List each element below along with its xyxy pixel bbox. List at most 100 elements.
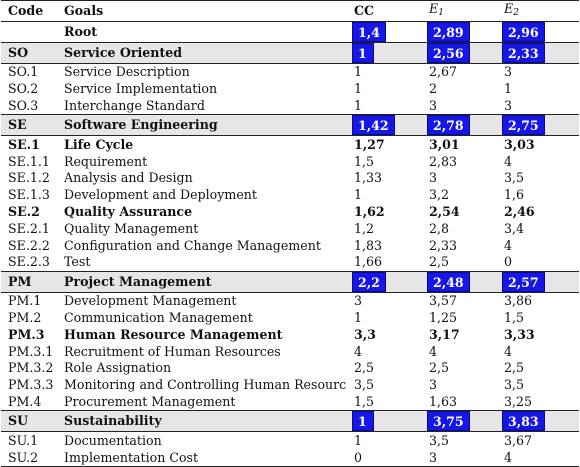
e2-cell: 2,57 [497, 270, 579, 293]
goal-cell: Service Implementation [64, 81, 218, 97]
cc-cell: 1 [354, 432, 363, 448]
table-row: PM.3.3 Monitoring and Controlling Human R… [1, 377, 579, 394]
goal-cell: Role Assignation [64, 360, 172, 376]
header-e2-base: E [504, 1, 514, 17]
e1-cell: 2,33 [429, 237, 458, 253]
code-cell: SU [1, 410, 57, 433]
header-cc: CC [347, 0, 422, 22]
table-row: SE.1.3 Development and Deployment 1 3,2 1,6 [1, 187, 579, 204]
e2-cell: 3,4 [504, 220, 525, 236]
goal-cell: Software Engineering [57, 114, 347, 137]
section-row: PM Project Management 2,2 2,48 2,57 [1, 270, 579, 293]
cc-cell: 4 [354, 343, 363, 359]
cc-cell: 1,2 [354, 220, 375, 236]
cc-cell: 1,33 [354, 170, 383, 186]
highlight-value-box: 3,75 [427, 411, 470, 431]
e1-cell: 2,48 [422, 270, 497, 293]
section-row: SO Service Oriented 1 2,56 2,33 [1, 42, 579, 64]
e1-cell: 3 [422, 449, 497, 467]
cc-cell: 1,27 [354, 136, 385, 152]
goal-cell: Communication Management [64, 309, 253, 325]
e2-cell: 3,33 [504, 326, 535, 342]
e1-cell: 2,89 [422, 22, 497, 43]
table-row: SE.1.2 Analysis and Design 1,33 3 3,5 [1, 170, 579, 187]
cc-cell: 1 [354, 309, 363, 325]
e1-cell: 2,67 [429, 64, 458, 80]
goal-cell: Quality Management [64, 220, 199, 236]
highlight-value-box: 2,56 [427, 43, 470, 63]
cc-cell: 3,3 [354, 326, 376, 342]
e1-cell: 3,2 [429, 187, 450, 203]
goal-cell: Interchange Standard [64, 97, 205, 113]
goal-cell: Sustainability [57, 410, 347, 433]
table-row: SE.2.3 Test 1,66 2,5 0 [1, 254, 579, 271]
header-e1-base: E [429, 1, 439, 17]
header-e2: E2 [497, 0, 579, 22]
highlight-value-box: 2,2 [352, 272, 386, 292]
e2-cell: 2,5 [504, 360, 525, 376]
code-cell: SE.2.2 [8, 237, 50, 253]
e1-cell: 3 [429, 170, 438, 186]
e1-cell: 3,57 [429, 293, 458, 309]
e2-cell: 3 [504, 97, 513, 113]
cc-cell: 3,5 [354, 377, 375, 393]
e2-cell: 3,5 [504, 377, 525, 393]
code-cell: SO.3 [8, 97, 39, 113]
e1-cell: 3 [429, 377, 438, 393]
e2-cell: 3,25 [504, 393, 533, 409]
code-cell: PM.1 [8, 293, 42, 309]
goal-cell: Requirement [64, 153, 148, 169]
e2-cell: 1,6 [504, 187, 525, 203]
table-body: Root 1,4 2,89 2,96 SO Service Oriented 1 2,56 2,… [1, 22, 579, 467]
code-cell: PM.4 [8, 393, 42, 409]
code-cell: PM.3.1 [8, 343, 54, 359]
code-cell: SE.1.2 [8, 170, 50, 186]
e2-cell: 3,5 [504, 170, 525, 186]
code-cell: PM.3.2 [8, 360, 54, 376]
e1-cell: 3,5 [429, 432, 450, 448]
e1-cell: 3,01 [429, 136, 460, 152]
e1-cell: 3,75 [422, 410, 497, 433]
cc-cell: 1 [354, 64, 363, 80]
table-row: PM.3.2 Role Assignation 2,5 2,5 2,5 [1, 360, 579, 377]
e1-cell: 2,5 [429, 360, 450, 376]
code-cell: SO.1 [8, 64, 39, 80]
code-cell: SE.1.1 [8, 153, 50, 169]
table-row: PM.1 Development Management 3 3,57 3,86 [1, 292, 579, 309]
e2-cell: 3 [504, 64, 513, 80]
e2-cell: 3,03 [504, 136, 535, 152]
code-cell: SE.2 [8, 203, 40, 219]
code-cell: PM [1, 270, 57, 293]
highlight-value-box: 1,42 [352, 115, 395, 135]
table-row: SU.1 Documentation 1 3,5 3,67 [1, 432, 579, 449]
cc-cell: 1 [347, 410, 422, 433]
e1-cell: 3 [429, 97, 438, 113]
table-row: SO.2 Service Implementation 1 2 1 [1, 81, 579, 98]
highlight-value-box: 2,48 [427, 272, 470, 292]
e2-cell: 0 [504, 254, 513, 270]
highlight-value-box: 2,57 [502, 272, 545, 292]
code-cell: SU.1 [8, 432, 39, 448]
goal-cell: Analysis and Design [64, 170, 193, 186]
code-cell: SE.1.3 [8, 187, 50, 203]
e2-cell: 3,86 [504, 293, 533, 309]
e1-cell: 2,8 [429, 220, 450, 236]
e1-cell: 1,63 [429, 393, 458, 409]
header-e2-sub: 2 [513, 8, 519, 18]
subsection-row: PM.3 Human Resource Management 3,3 3,17 3,33 [1, 326, 579, 343]
cc-cell: 2,5 [354, 360, 375, 376]
table-row: SE.2.2 Configuration and Change Managemen… [1, 237, 579, 254]
e2-cell: 4 [504, 343, 513, 359]
e1-cell: 2,5 [429, 254, 450, 270]
code-cell: SO.2 [8, 81, 39, 97]
highlight-value-box: 2,33 [502, 43, 545, 63]
goal-cell: Quality Assurance [64, 203, 193, 219]
table-header-row: Code Goals CC E1 E2 [1, 0, 579, 22]
section-row: SU Sustainability 1 3,75 3,83 [1, 410, 579, 433]
e2-cell: 3,67 [504, 432, 533, 448]
goal-cell: Monitoring and Controlling Human Resourc… [64, 377, 347, 393]
table-row: PM.4 Procurement Management 1,5 1,63 3,25 [1, 394, 579, 411]
e1-cell: 2,83 [429, 153, 458, 169]
header-goals: Goals [57, 0, 347, 22]
table-row: SO.3 Interchange Standard 1 3 3 [1, 98, 579, 115]
